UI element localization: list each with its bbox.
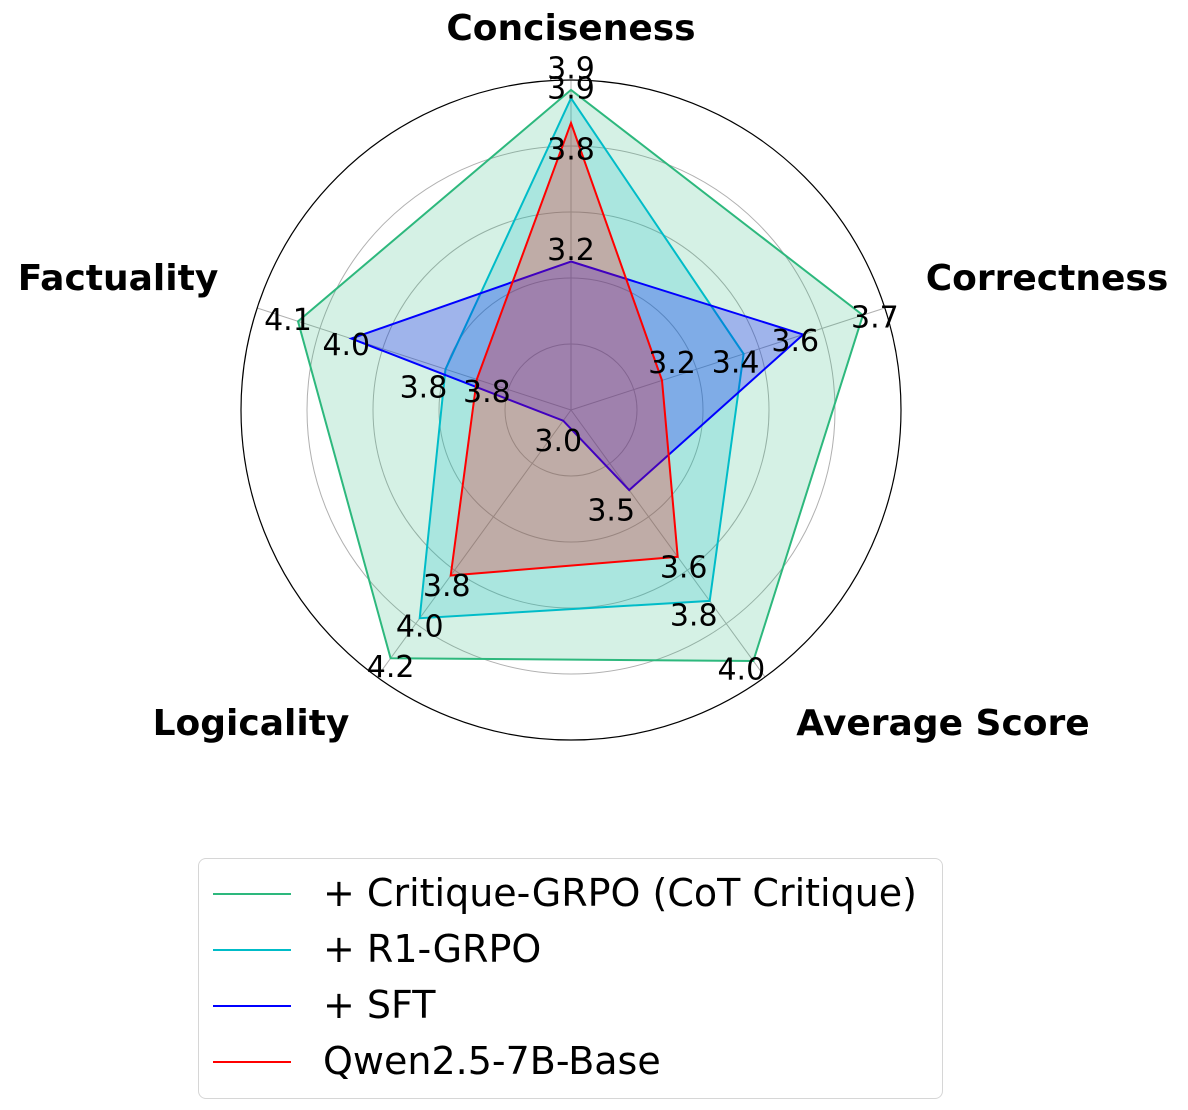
legend-swatch (213, 1061, 291, 1063)
data-label: 3.8 (463, 375, 511, 410)
legend-label: + R1-GRPO (323, 927, 542, 971)
legend-item: + SFT (199, 977, 939, 1033)
legend-label: Qwen2.5-7B-Base (323, 1039, 661, 1083)
series-line (296, 88, 865, 663)
data-label: 3.5 (587, 494, 635, 529)
series-line (449, 119, 679, 577)
grid-spoke (256, 307, 572, 411)
axis-title-average-score: Average Score (796, 703, 1089, 744)
series-fill (450, 122, 678, 576)
data-label: 4.1 (264, 303, 312, 338)
data-label: 4.0 (717, 652, 765, 687)
data-label: 3.6 (771, 324, 819, 359)
legend-item: + Critique-GRPO (CoT Critique) (199, 865, 939, 921)
data-label: 3.9 (547, 72, 595, 107)
data-label: 4.2 (367, 650, 415, 685)
data-label: 3.8 (423, 569, 471, 604)
radar-series (296, 88, 865, 663)
axis-title-factuality: Factuality (18, 258, 219, 299)
grid-spoke (570, 307, 886, 411)
axis-title-correctness: Correctness (926, 258, 1169, 299)
radar-frame (240, 79, 902, 741)
legend-swatch (213, 893, 291, 895)
grid-spoke (570, 409, 766, 678)
data-label: 3.2 (547, 233, 595, 268)
data-label: 3.8 (670, 598, 718, 633)
legend-item: Qwen2.5-7B-Base (199, 1033, 939, 1089)
data-label: 3.9 (547, 51, 595, 86)
series-line (348, 260, 806, 492)
axis-title-logicality: Logicality (153, 703, 350, 744)
radar-axis-titles: Conciseness Correctness Average Score Lo… (18, 8, 1169, 744)
data-label: 3.6 (660, 550, 708, 585)
data-label: 3.7 (851, 301, 899, 336)
axis-title-conciseness: Conciseness (446, 8, 695, 49)
legend-swatch (213, 1005, 291, 1007)
data-label: 3.4 (712, 345, 760, 380)
data-label: 3.8 (547, 132, 595, 167)
radar-grid (240, 79, 902, 741)
legend-label: + SFT (323, 983, 436, 1027)
radar-chart: 3.93.74.04.24.13.93.43.84.03.83.23.63.53… (18, 8, 1169, 744)
legend-label: + Critique-GRPO (CoT Critique) (323, 871, 918, 915)
grid-spoke (376, 409, 572, 678)
data-label: 3.8 (400, 371, 448, 406)
data-label: 4.0 (322, 328, 370, 363)
data-label: 4.0 (396, 610, 444, 645)
radar-value-labels: 3.93.74.04.24.13.93.43.84.03.83.23.63.53… (264, 51, 899, 687)
data-label: 3.0 (534, 424, 582, 459)
data-label: 3.2 (648, 346, 696, 381)
series-fill (351, 261, 804, 491)
legend-swatch (213, 949, 291, 951)
series-line (418, 96, 745, 620)
legend-item: + R1-GRPO (199, 921, 939, 977)
chart-legend: + Critique-GRPO (CoT Critique) + R1-GRPO… (198, 858, 943, 1099)
series-fill (419, 98, 744, 619)
